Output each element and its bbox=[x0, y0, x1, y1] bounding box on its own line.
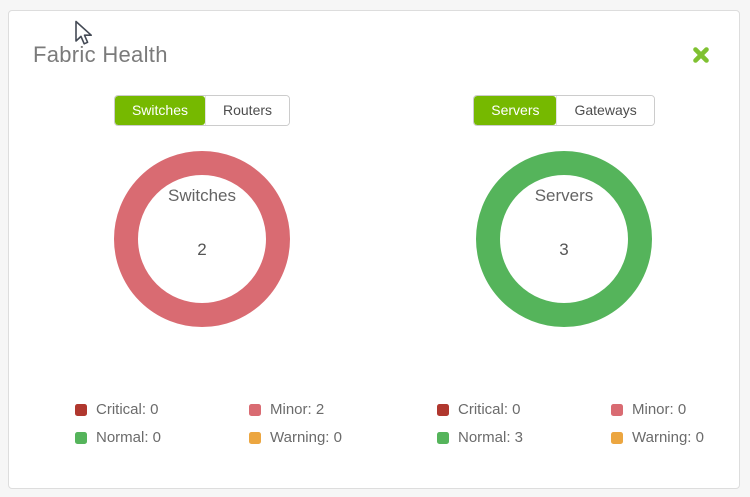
toggle-servers-button[interactable]: Servers bbox=[474, 96, 557, 125]
normal-color-swatch bbox=[437, 431, 449, 444]
legend-label: Warning: 0 bbox=[632, 429, 704, 446]
legend-label: Normal: 0 bbox=[96, 429, 162, 446]
toggle-routers-button[interactable]: Routers bbox=[205, 96, 290, 125]
legend-item-minor: Minor: 0 bbox=[611, 399, 750, 420]
donut-center-label: Switches bbox=[167, 186, 237, 205]
switches-routers-toggle: Switches Routers bbox=[113, 95, 291, 126]
switches-donut-ring[interactable] bbox=[114, 151, 290, 327]
legend-label: Critical: 0 bbox=[458, 401, 521, 418]
warning-color-swatch bbox=[249, 431, 261, 444]
critical-color-swatch bbox=[75, 403, 87, 416]
legend-item-warning: Warning: 0 bbox=[611, 427, 750, 448]
toggle-switches-button[interactable]: Switches bbox=[114, 96, 205, 125]
donut-center-value: 3 bbox=[559, 240, 569, 259]
switches-legend: Critical: 0 Minor: 2 Normal: 0 Warning: … bbox=[75, 399, 423, 448]
warning-color-swatch bbox=[611, 431, 623, 444]
legend-label: Normal: 3 bbox=[458, 429, 524, 446]
fabric-health-dialog: Fabric Health Switches Routers Switches … bbox=[8, 10, 740, 489]
legend-item-critical: Critical: 0 bbox=[75, 399, 249, 420]
switches-donut-chart: Switches 2 bbox=[114, 151, 290, 327]
legend-item-normal: Normal: 0 bbox=[75, 427, 249, 448]
legend-item-minor: Minor: 2 bbox=[249, 399, 423, 420]
legend-label: Minor: 0 bbox=[632, 401, 687, 418]
legend-label: Warning: 0 bbox=[270, 429, 342, 446]
normal-color-swatch bbox=[75, 431, 87, 444]
toggle-gateways-button[interactable]: Gateways bbox=[556, 96, 654, 125]
donut-center-label: Servers bbox=[534, 186, 594, 205]
servers-legend: Critical: 0 Minor: 0 Normal: 3 Warning: … bbox=[437, 399, 750, 448]
servers-donut-ring[interactable] bbox=[476, 151, 652, 327]
legend-label: Minor: 2 bbox=[270, 401, 325, 418]
close-button[interactable] bbox=[691, 45, 711, 65]
minor-color-swatch bbox=[249, 403, 261, 416]
legend-item-normal: Normal: 3 bbox=[437, 427, 611, 448]
page-title: Fabric Health bbox=[33, 42, 168, 67]
servers-gateways-toggle: Servers Gateways bbox=[473, 95, 655, 126]
switches-chart-section: Switches Routers Switches 2 Critical: 0 … bbox=[19, 95, 385, 475]
minor-color-swatch bbox=[611, 403, 623, 416]
donut-center-value: 2 bbox=[197, 240, 207, 259]
legend-label: Critical: 0 bbox=[96, 401, 159, 418]
critical-color-swatch bbox=[437, 403, 449, 416]
servers-chart-section: Servers Gateways Servers 3 Critical: 0 M… bbox=[381, 95, 747, 475]
close-icon bbox=[693, 47, 709, 63]
legend-item-critical: Critical: 0 bbox=[437, 399, 611, 420]
servers-donut-chart: Servers 3 bbox=[476, 151, 652, 327]
legend-item-warning: Warning: 0 bbox=[249, 427, 423, 448]
